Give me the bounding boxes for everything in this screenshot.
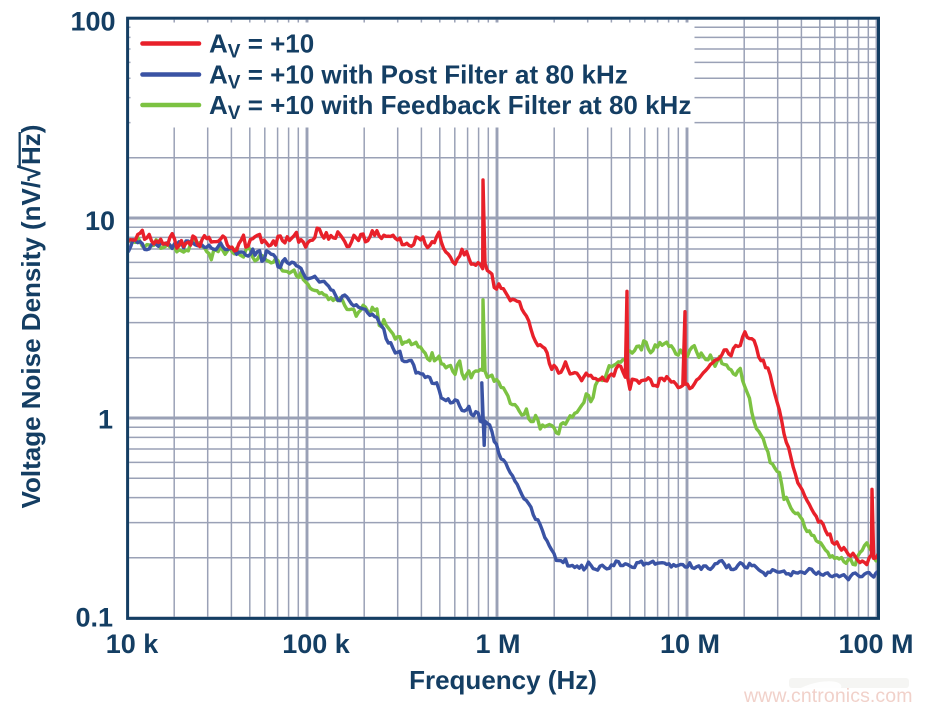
svg-text:1 M: 1 M xyxy=(475,629,520,659)
svg-text:100: 100 xyxy=(70,7,115,37)
svg-text:Frequency (Hz): Frequency (Hz) xyxy=(409,665,597,695)
svg-text:AV = +10: AV = +10 xyxy=(209,29,314,63)
svg-text:www.cntronics.com: www.cntronics.com xyxy=(743,685,913,707)
svg-text:10: 10 xyxy=(85,206,115,236)
svg-text:AV = +10 with Feedback Filter: AV = +10 with Feedback Filter at 80 kHz xyxy=(209,90,691,124)
svg-text:0.1: 0.1 xyxy=(75,603,113,633)
svg-text:100 k: 100 k xyxy=(282,629,351,659)
svg-text:10 M: 10 M xyxy=(660,629,720,659)
svg-text:AV = +10 with Post Filter at 8: AV = +10 with Post Filter at 80 kHz xyxy=(209,60,628,94)
svg-text:1: 1 xyxy=(98,405,113,435)
svg-text:10 k: 10 k xyxy=(106,629,160,659)
svg-text:Voltage Noise Density (nV/√Hz): Voltage Noise Density (nV/√Hz) xyxy=(15,125,47,509)
svg-text:100 M: 100 M xyxy=(838,629,913,659)
